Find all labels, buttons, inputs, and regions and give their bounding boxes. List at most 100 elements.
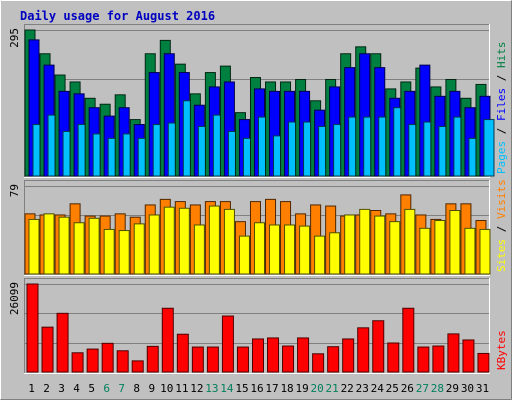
bar-sites-day-25 bbox=[389, 221, 401, 275]
legend-separator: / bbox=[495, 219, 508, 239]
x-tick-label-day-19: 19 bbox=[295, 382, 308, 395]
bar-kbytes-day-5 bbox=[86, 348, 99, 373]
legend-entry-kbytes: KBytes bbox=[495, 330, 508, 370]
panel-kbytes: 26099 KBytes bbox=[8, 278, 508, 374]
bar-sites-day-27 bbox=[419, 227, 431, 275]
x-tick-label-day-21: 21 bbox=[326, 382, 339, 395]
bar-sites-day-23 bbox=[359, 208, 371, 275]
bar-kbytes-day-9 bbox=[146, 345, 159, 373]
bar-sites-day-15 bbox=[238, 235, 250, 275]
bar-kbytes-day-6 bbox=[101, 342, 114, 373]
bar-kbytes-day-15 bbox=[236, 346, 249, 373]
x-tick-label-day-24: 24 bbox=[371, 382, 385, 395]
bar-kbytes-day-8 bbox=[131, 360, 144, 373]
x-tick-label-day-25: 25 bbox=[386, 382, 399, 395]
x-tick-label-day-17: 17 bbox=[265, 382, 278, 395]
bar-kbytes-day-20 bbox=[312, 353, 325, 373]
bar-kbytes-day-27 bbox=[417, 346, 430, 373]
bar-sites-day-19 bbox=[299, 225, 311, 275]
bar-sites-day-4 bbox=[73, 222, 85, 275]
bar-kbytes-day-25 bbox=[387, 342, 400, 373]
bar-kbytes-day-16 bbox=[251, 338, 264, 373]
x-tick-label-day-15: 15 bbox=[235, 382, 248, 395]
bar-kbytes-day-17 bbox=[267, 337, 280, 373]
bar-sites-day-26 bbox=[404, 208, 416, 275]
x-tick-label-day-31: 31 bbox=[476, 382, 489, 395]
bar-sites-day-1 bbox=[28, 218, 40, 275]
y-max-label: 26099 bbox=[8, 282, 21, 315]
legend-entry-visits: Visits bbox=[495, 179, 508, 219]
bar-kbytes-day-21 bbox=[327, 346, 340, 373]
bar-kbytes-day-31 bbox=[477, 352, 490, 373]
x-tick-label-day-11: 11 bbox=[175, 382, 188, 395]
x-tick-label-day-23: 23 bbox=[356, 382, 369, 395]
x-axis-labels: 1 2 3 4 5 6 7 8 9 10 11 12 13 14 15 16 17 18 19 20 21 22 23 24 2… bbox=[28, 382, 489, 395]
bar-sites-day-29 bbox=[449, 210, 461, 275]
bar-sites-day-31 bbox=[479, 228, 491, 275]
x-tick-label-day-20: 20 bbox=[311, 382, 324, 395]
x-tick-label-day-8: 8 bbox=[133, 382, 140, 395]
bar-sites-day-5 bbox=[88, 217, 100, 275]
bar-sites-day-6 bbox=[103, 228, 115, 275]
bar-kbytes-day-1 bbox=[26, 283, 39, 373]
bar-kbytes-day-24 bbox=[372, 320, 385, 373]
x-tick-label-day-14: 14 bbox=[220, 382, 234, 395]
bar-sites-day-28 bbox=[434, 220, 446, 275]
bar-sites-day-21 bbox=[329, 232, 341, 275]
x-tick-label-day-9: 9 bbox=[148, 382, 155, 395]
bar-sites-day-3 bbox=[58, 216, 70, 275]
bar-kbytes-day-26 bbox=[402, 307, 415, 373]
legend-entry-files: Files bbox=[495, 88, 508, 121]
x-tick-label-day-27: 27 bbox=[416, 382, 429, 395]
bar-kbytes-day-3 bbox=[56, 312, 69, 373]
bar-sites-day-22 bbox=[344, 214, 356, 275]
x-tick-label-day-12: 12 bbox=[190, 382, 203, 395]
bar-kbytes-day-29 bbox=[447, 333, 460, 373]
y-max-label: 79 bbox=[8, 184, 21, 197]
bar-kbytes-day-22 bbox=[342, 338, 355, 373]
bar-sites-day-18 bbox=[284, 224, 296, 275]
x-tick-label-day-10: 10 bbox=[160, 382, 173, 395]
legend-kbytes: KBytes bbox=[495, 330, 508, 370]
bar-sites-day-2 bbox=[43, 213, 55, 275]
bar-sites-day-30 bbox=[464, 227, 476, 275]
bar-kbytes-day-30 bbox=[462, 339, 475, 373]
bar-kbytes-day-18 bbox=[282, 345, 295, 373]
bar-kbytes-day-23 bbox=[357, 327, 370, 373]
x-tick-label-day-7: 7 bbox=[118, 382, 125, 395]
x-tick-label-day-5: 5 bbox=[88, 382, 95, 395]
bar-sites-day-12 bbox=[193, 224, 205, 275]
legend-text: Sites / Visits bbox=[495, 179, 508, 272]
x-tick-label-day-16: 16 bbox=[250, 382, 263, 395]
x-tick-label-day-4: 4 bbox=[73, 382, 80, 395]
x-tick-label-day-2: 2 bbox=[43, 382, 50, 395]
bar-kbytes-day-4 bbox=[71, 352, 84, 373]
legend-separator: / bbox=[495, 121, 508, 141]
bar-kbytes-day-12 bbox=[191, 346, 204, 373]
bar-kbytes-day-11 bbox=[176, 333, 189, 373]
legend-entry-pages: Pages bbox=[495, 141, 508, 174]
bar-sites-day-9 bbox=[148, 214, 160, 275]
x-tick-label-day-30: 30 bbox=[461, 382, 474, 395]
x-tick-label-day-3: 3 bbox=[58, 382, 65, 395]
bar-sites-day-14 bbox=[223, 208, 235, 275]
bar-sites-day-10 bbox=[163, 206, 175, 275]
panel-hits-files-pages: 295 Pages / Files / Hits bbox=[8, 24, 508, 178]
legend-entry-hits: Hits bbox=[495, 42, 508, 69]
x-tick-label-day-18: 18 bbox=[280, 382, 293, 395]
x-tick-label-day-22: 22 bbox=[341, 382, 354, 395]
x-tick-label-day-6: 6 bbox=[103, 382, 110, 395]
bar-kbytes-day-19 bbox=[297, 337, 310, 373]
bar-sites-day-11 bbox=[178, 207, 190, 275]
bar-pages-day-31 bbox=[483, 119, 495, 177]
bar-kbytes-day-13 bbox=[206, 346, 219, 373]
legend-text: KBytes bbox=[495, 330, 508, 370]
panel-visits-sites: 79 Sites / Visits bbox=[8, 179, 508, 276]
chart-title: Daily usage for August 2016 bbox=[20, 9, 215, 23]
bar-sites-day-16 bbox=[253, 222, 265, 275]
bar-sites-day-7 bbox=[118, 230, 130, 275]
legend-hits-files-pages: Pages / Files / Hits bbox=[495, 42, 508, 175]
bar-kbytes-day-14 bbox=[221, 315, 234, 373]
